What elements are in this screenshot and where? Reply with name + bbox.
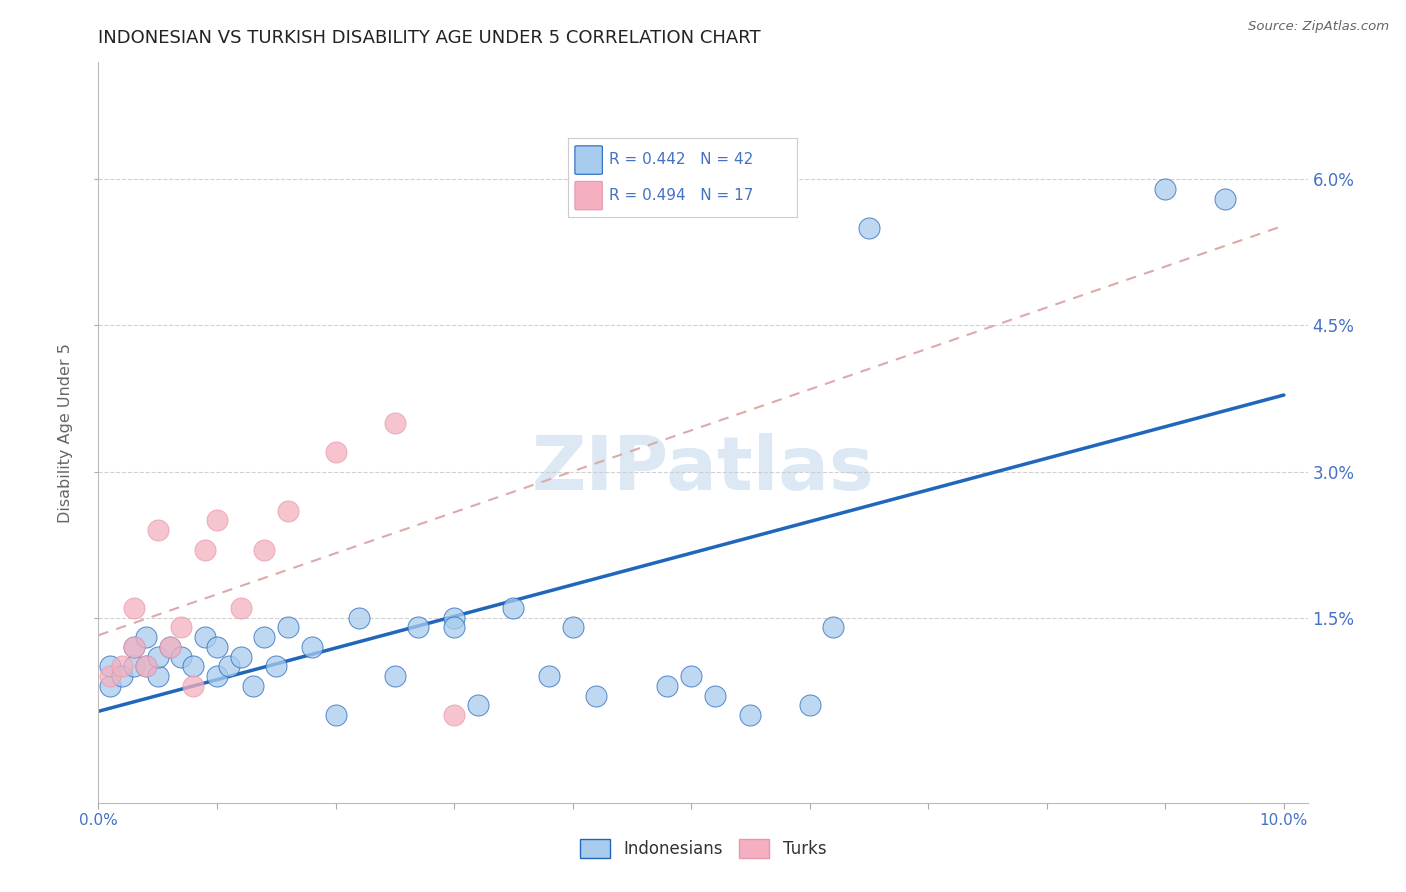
Text: R = 0.494   N = 17: R = 0.494 N = 17 (609, 188, 754, 203)
Point (218, 659, 240, 673)
Point (561, 620, 583, 634)
FancyBboxPatch shape (575, 146, 602, 174)
Point (301, 640, 323, 654)
Point (122, 659, 145, 673)
Point (181, 679, 204, 693)
Point (146, 669, 169, 683)
Point (858, 221, 880, 235)
Point (325, 445, 347, 459)
Point (681, 669, 703, 683)
Point (703, 689, 725, 703)
Point (443, 610, 465, 624)
Point (122, 640, 145, 654)
Point (384, 669, 406, 683)
Point (159, 640, 181, 654)
Point (146, 523, 169, 537)
Point (443, 620, 465, 634)
Point (146, 649, 169, 664)
Point (229, 649, 252, 664)
Point (799, 698, 821, 713)
Point (384, 416, 406, 430)
Point (111, 669, 134, 683)
Point (135, 659, 157, 673)
Point (467, 698, 489, 713)
Point (111, 659, 134, 673)
Point (229, 601, 252, 615)
Point (253, 542, 276, 557)
Point (823, 620, 845, 634)
Point (277, 620, 299, 634)
Point (170, 649, 193, 664)
Point (242, 679, 264, 693)
Point (194, 542, 217, 557)
Point (205, 669, 228, 683)
Point (205, 513, 228, 527)
Point (253, 630, 276, 644)
Point (122, 601, 145, 615)
Point (194, 630, 217, 644)
Point (325, 708, 347, 723)
Point (740, 708, 762, 723)
Y-axis label: Disability Age Under 5: Disability Age Under 5 (58, 343, 73, 523)
Text: R = 0.442   N = 42: R = 0.442 N = 42 (609, 152, 754, 167)
Point (135, 659, 157, 673)
Legend: Indonesians, Turks: Indonesians, Turks (574, 833, 832, 865)
Point (1154, 182, 1177, 196)
Point (264, 659, 287, 673)
Point (1213, 192, 1236, 206)
Point (347, 610, 370, 624)
Point (98, 679, 121, 693)
Point (135, 630, 157, 644)
Point (585, 689, 607, 703)
Point (170, 620, 193, 634)
Point (277, 503, 299, 517)
Point (98, 659, 121, 673)
Point (502, 601, 524, 615)
Point (443, 708, 465, 723)
Point (205, 640, 228, 654)
Text: ZIPatlas: ZIPatlas (531, 434, 875, 506)
Point (98, 669, 121, 683)
Point (408, 620, 430, 634)
Text: Source: ZipAtlas.com: Source: ZipAtlas.com (1249, 20, 1389, 33)
FancyBboxPatch shape (575, 181, 602, 210)
Point (537, 669, 560, 683)
Text: INDONESIAN VS TURKISH DISABILITY AGE UNDER 5 CORRELATION CHART: INDONESIAN VS TURKISH DISABILITY AGE UND… (98, 29, 761, 47)
Point (122, 640, 145, 654)
Point (159, 640, 181, 654)
Point (181, 659, 204, 673)
Point (657, 679, 679, 693)
